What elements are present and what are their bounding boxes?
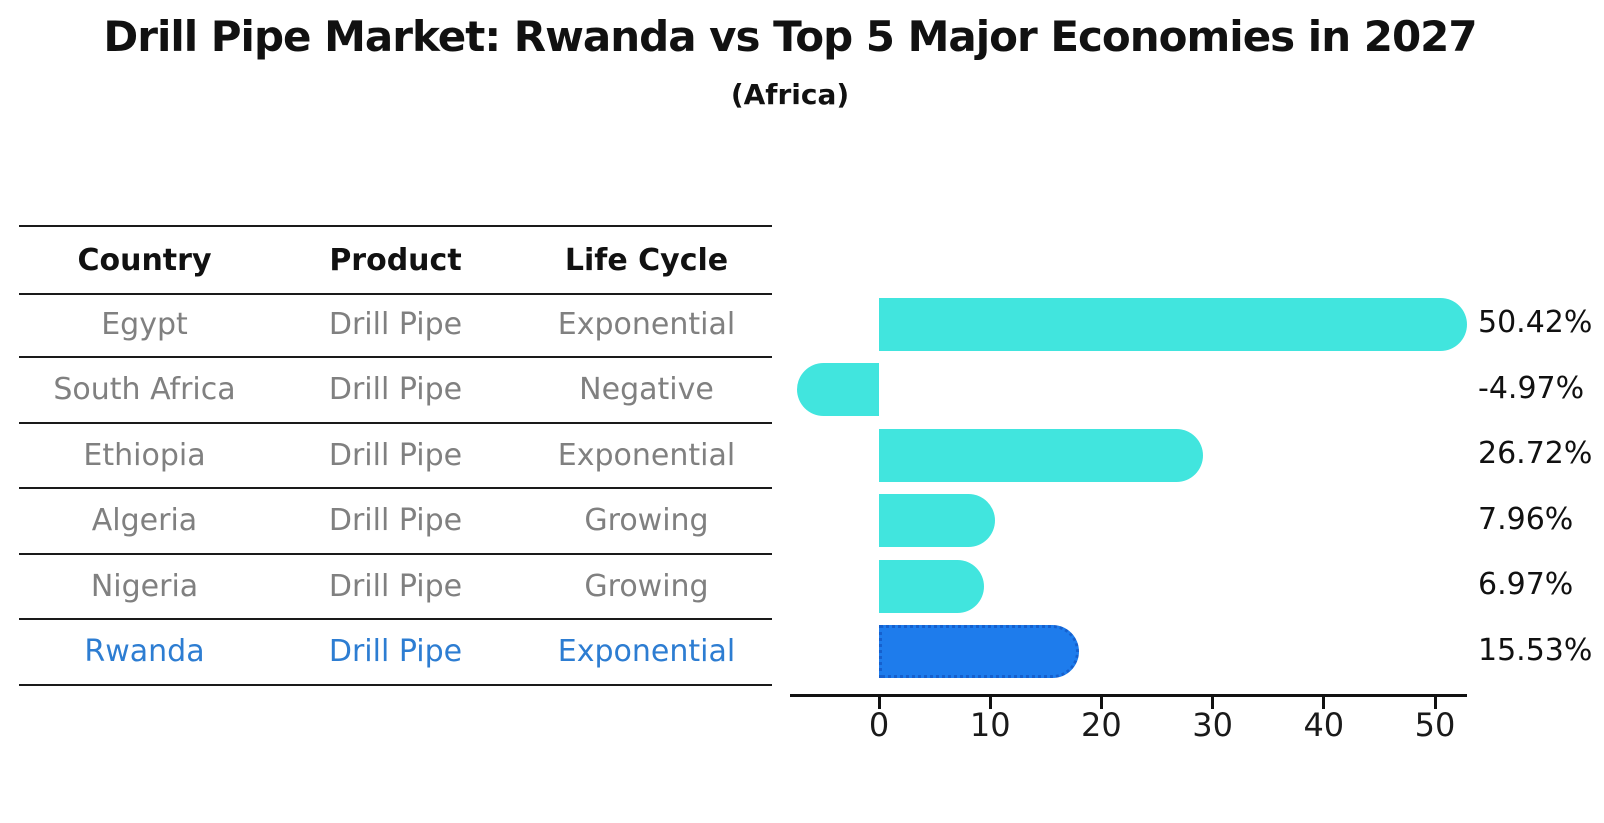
bar-value-label-south-africa: -4.97% — [1478, 370, 1585, 406]
table-cell-country: South Africa — [19, 358, 270, 424]
bar-value-label-egypt: 50.42% — [1478, 305, 1593, 340]
table-cell-country: Ethiopia — [19, 424, 270, 489]
table-cell-life-cycle: Negative — [521, 358, 772, 424]
table-header-country: Country — [19, 227, 270, 295]
x-axis-tick — [1211, 697, 1215, 709]
bar-value-label-nigeria: 6.97% — [1478, 567, 1574, 602]
table-cell-life-cycle: Exponential — [521, 293, 772, 358]
bar-south-africa — [796, 363, 879, 416]
page-subtitle: (Africa) — [730, 78, 850, 111]
bar-value-label-rwanda: 15.53% — [1478, 632, 1593, 668]
x-axis-tick — [1433, 697, 1437, 709]
table-cell-country: Nigeria — [19, 555, 270, 620]
x-axis-tick-label: 40 — [1303, 706, 1345, 744]
table-header-product: Product — [270, 227, 521, 295]
bar-algeria — [879, 494, 995, 547]
table-cell-life-cycle: Growing — [521, 489, 772, 555]
page-title: Drill Pipe Market: Rwanda vs Top 5 Major… — [103, 12, 1477, 61]
table-cell-product: Drill Pipe — [270, 293, 521, 358]
table-cell-product: Drill Pipe — [270, 555, 521, 620]
x-axis-spine — [790, 694, 1467, 697]
x-axis-tick-label: 20 — [1081, 706, 1122, 744]
table-cell-country: Egypt — [19, 293, 270, 358]
x-axis-tick-label: 30 — [1192, 706, 1233, 744]
x-axis-tick — [877, 697, 881, 709]
table-cell-life-cycle: Exponential — [521, 424, 772, 489]
table-cell-country: Rwanda — [19, 620, 270, 686]
bar-value-label-algeria: 7.96% — [1478, 501, 1574, 537]
table-cell-country: Algeria — [19, 489, 270, 555]
bar-nigeria — [879, 559, 984, 613]
comparison-table: Country Product Life Cycle Egypt Drill Pi… — [19, 225, 772, 686]
table-header-life-cycle: Life Cycle — [521, 227, 772, 295]
bar-egypt — [879, 297, 1467, 351]
table-cell-product: Drill Pipe — [270, 424, 521, 489]
bar-rwanda — [879, 625, 1079, 678]
x-axis-tick — [1322, 697, 1326, 709]
x-axis-tick — [1099, 697, 1103, 709]
bar-ethiopia — [879, 428, 1204, 482]
x-axis-tick-label: 0 — [868, 706, 890, 744]
table-cell-product: Drill Pipe — [270, 620, 521, 686]
table-cell-life-cycle: Growing — [521, 555, 772, 620]
x-axis-tick-label: 50 — [1414, 706, 1456, 744]
table-cell-product: Drill Pipe — [270, 489, 521, 555]
table-cell-life-cycle: Exponential — [521, 620, 772, 686]
table-cell-product: Drill Pipe — [270, 358, 521, 424]
x-axis-tick — [988, 697, 992, 709]
bar-value-label-ethiopia: 26.72% — [1478, 436, 1593, 471]
x-axis-tick-label: 10 — [969, 706, 1011, 744]
